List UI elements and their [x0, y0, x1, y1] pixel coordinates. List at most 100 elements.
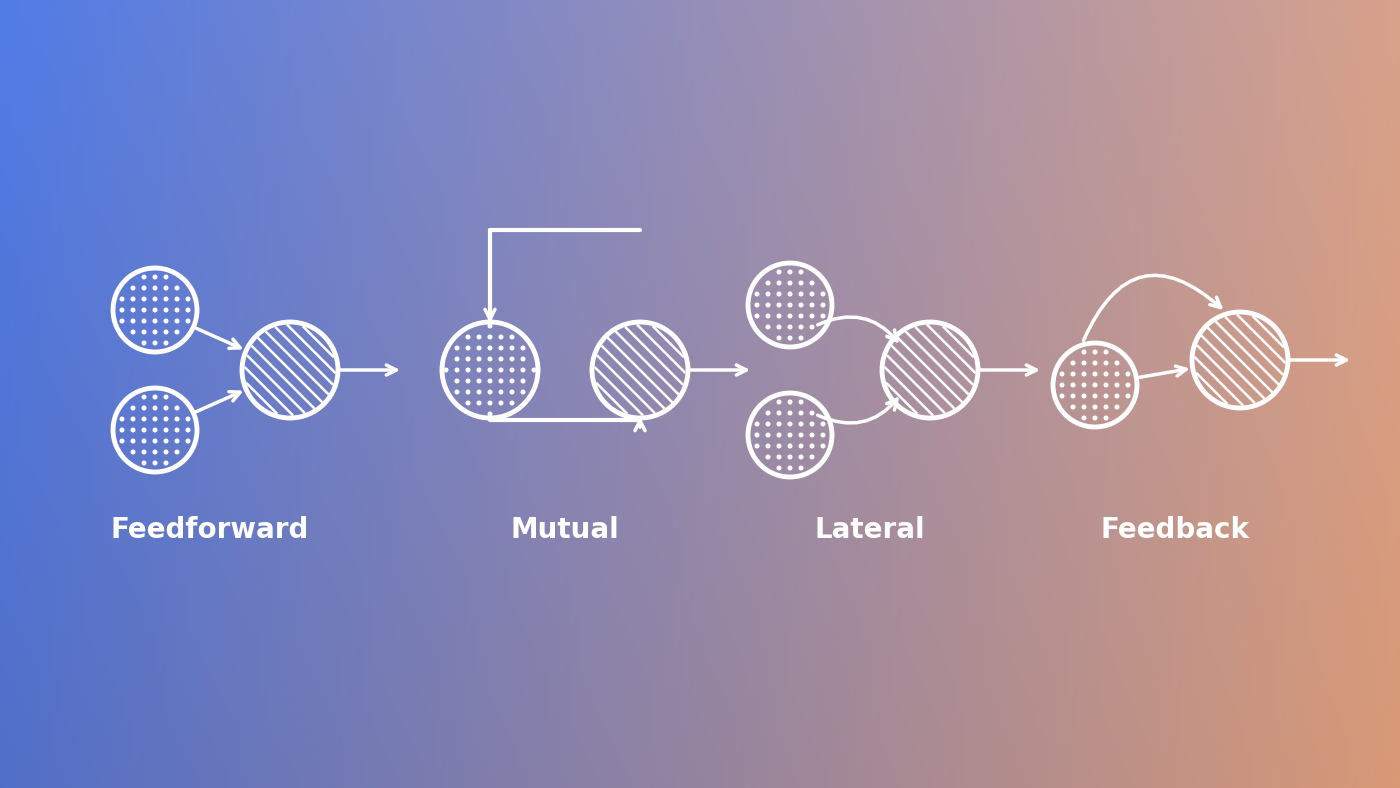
Circle shape	[811, 433, 813, 437]
Circle shape	[799, 270, 802, 273]
Circle shape	[510, 335, 514, 339]
Circle shape	[164, 319, 168, 323]
Circle shape	[153, 428, 157, 432]
Circle shape	[777, 422, 781, 426]
Circle shape	[466, 357, 470, 361]
Circle shape	[186, 417, 190, 421]
Circle shape	[822, 292, 825, 296]
Circle shape	[455, 390, 459, 394]
Circle shape	[466, 379, 470, 383]
Circle shape	[1116, 372, 1119, 376]
Circle shape	[1071, 372, 1075, 376]
Circle shape	[777, 325, 781, 329]
Circle shape	[1093, 405, 1096, 409]
Circle shape	[132, 428, 134, 432]
Circle shape	[1126, 383, 1130, 387]
Circle shape	[521, 368, 525, 372]
Circle shape	[811, 444, 813, 448]
Circle shape	[175, 319, 179, 323]
Circle shape	[500, 401, 503, 405]
Circle shape	[164, 286, 168, 290]
Circle shape	[489, 379, 491, 383]
Circle shape	[766, 314, 770, 318]
Text: Mutual: Mutual	[511, 516, 619, 544]
Circle shape	[455, 379, 459, 383]
Circle shape	[1071, 361, 1075, 365]
Circle shape	[521, 379, 525, 383]
Circle shape	[164, 275, 168, 279]
Circle shape	[788, 466, 792, 470]
Circle shape	[153, 308, 157, 312]
Circle shape	[811, 325, 813, 329]
Circle shape	[1071, 405, 1075, 409]
Circle shape	[186, 297, 190, 301]
Circle shape	[500, 368, 503, 372]
Circle shape	[777, 400, 781, 403]
Circle shape	[510, 346, 514, 350]
Circle shape	[777, 281, 781, 284]
Circle shape	[766, 303, 770, 307]
Circle shape	[788, 422, 792, 426]
Circle shape	[1082, 394, 1086, 398]
Circle shape	[1105, 372, 1107, 376]
Circle shape	[477, 379, 480, 383]
Circle shape	[153, 439, 157, 443]
Circle shape	[489, 390, 491, 394]
Circle shape	[799, 411, 802, 414]
Circle shape	[755, 422, 759, 426]
Circle shape	[788, 314, 792, 318]
Circle shape	[1116, 405, 1119, 409]
Circle shape	[799, 444, 802, 448]
Circle shape	[766, 422, 770, 426]
Circle shape	[822, 314, 825, 318]
Circle shape	[477, 335, 480, 339]
Circle shape	[777, 303, 781, 307]
Circle shape	[466, 368, 470, 372]
Circle shape	[811, 303, 813, 307]
Circle shape	[755, 433, 759, 437]
Circle shape	[120, 319, 123, 323]
Circle shape	[777, 411, 781, 414]
Circle shape	[1105, 405, 1107, 409]
Circle shape	[153, 330, 157, 334]
Circle shape	[455, 368, 459, 372]
Circle shape	[822, 422, 825, 426]
Circle shape	[510, 401, 514, 405]
Circle shape	[120, 428, 123, 432]
Circle shape	[755, 292, 759, 296]
Circle shape	[120, 439, 123, 443]
Circle shape	[1116, 383, 1119, 387]
Circle shape	[120, 308, 123, 312]
Circle shape	[1093, 372, 1096, 376]
Circle shape	[822, 303, 825, 307]
Circle shape	[1071, 383, 1075, 387]
Circle shape	[1082, 405, 1086, 409]
Circle shape	[799, 466, 802, 470]
Circle shape	[153, 450, 157, 454]
Circle shape	[788, 400, 792, 403]
Circle shape	[186, 428, 190, 432]
Circle shape	[164, 341, 168, 345]
Circle shape	[1116, 394, 1119, 398]
Circle shape	[466, 335, 470, 339]
Circle shape	[466, 390, 470, 394]
Circle shape	[799, 422, 802, 426]
Circle shape	[1071, 394, 1075, 398]
Circle shape	[164, 396, 168, 399]
Circle shape	[822, 433, 825, 437]
Circle shape	[164, 406, 168, 410]
Circle shape	[755, 314, 759, 318]
Circle shape	[175, 308, 179, 312]
Circle shape	[788, 270, 792, 273]
Circle shape	[766, 325, 770, 329]
Circle shape	[788, 411, 792, 414]
Circle shape	[788, 303, 792, 307]
Circle shape	[153, 396, 157, 399]
Circle shape	[1126, 394, 1130, 398]
Text: Feedforward: Feedforward	[111, 516, 309, 544]
Circle shape	[489, 335, 491, 339]
Circle shape	[777, 336, 781, 340]
Circle shape	[1082, 383, 1086, 387]
Circle shape	[132, 439, 134, 443]
Circle shape	[799, 281, 802, 284]
